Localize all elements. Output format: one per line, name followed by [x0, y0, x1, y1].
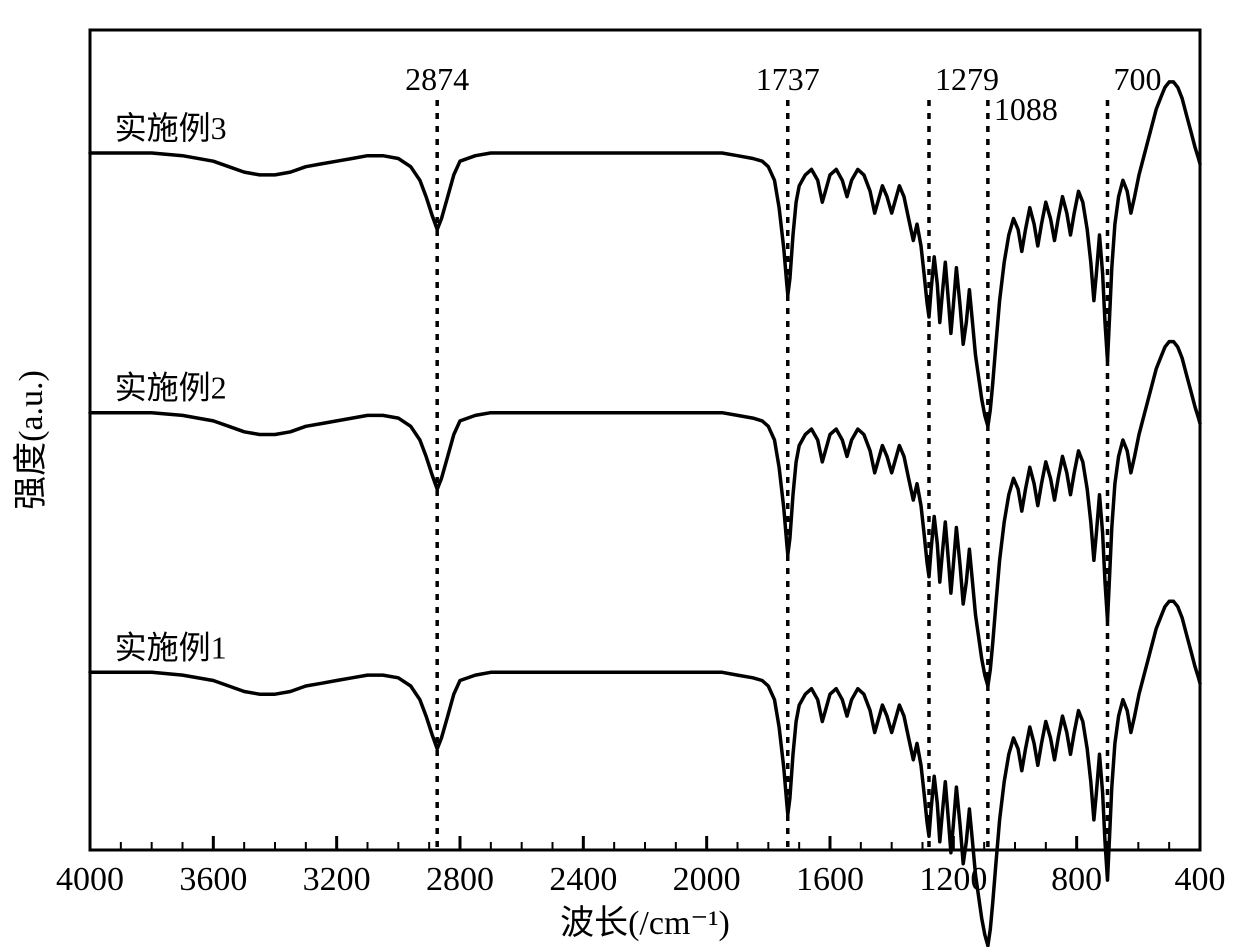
series-label: 实施例1 — [115, 629, 227, 665]
x-axis-label: 波长(/cm⁻¹) — [560, 904, 730, 942]
x-tick-label: 1200 — [919, 861, 987, 898]
x-tick-label: 3200 — [303, 861, 371, 898]
x-tick-label: 2000 — [673, 861, 741, 898]
x-tick-label: 3600 — [179, 861, 247, 898]
y-axis-label: 强度(a.u.) — [12, 370, 50, 510]
x-tick-label: 2800 — [426, 861, 494, 898]
series-label: 实施例3 — [115, 110, 227, 146]
peak-label: 1737 — [756, 61, 820, 97]
x-tick-label: 400 — [1175, 861, 1226, 898]
peak-label: 1279 — [935, 61, 999, 97]
x-tick-label: 4000 — [56, 861, 124, 898]
peak-label: 1088 — [994, 91, 1058, 127]
ir-spectra-chart: 实施例3 实施例2 实施例1 2874 1737 12791088 700 4000 360… — [0, 0, 1240, 947]
chart-svg: 实施例3 实施例2 实施例1 2874 1737 12791088 700 4000 360… — [0, 0, 1240, 947]
x-tick-label: 2400 — [549, 861, 617, 898]
peak-label: 2874 — [405, 61, 469, 97]
series-label: 实施例2 — [115, 370, 227, 406]
x-tick-label: 1600 — [796, 861, 864, 898]
x-tick-label: 800 — [1051, 861, 1102, 898]
peak-label: 700 — [1114, 61, 1162, 97]
